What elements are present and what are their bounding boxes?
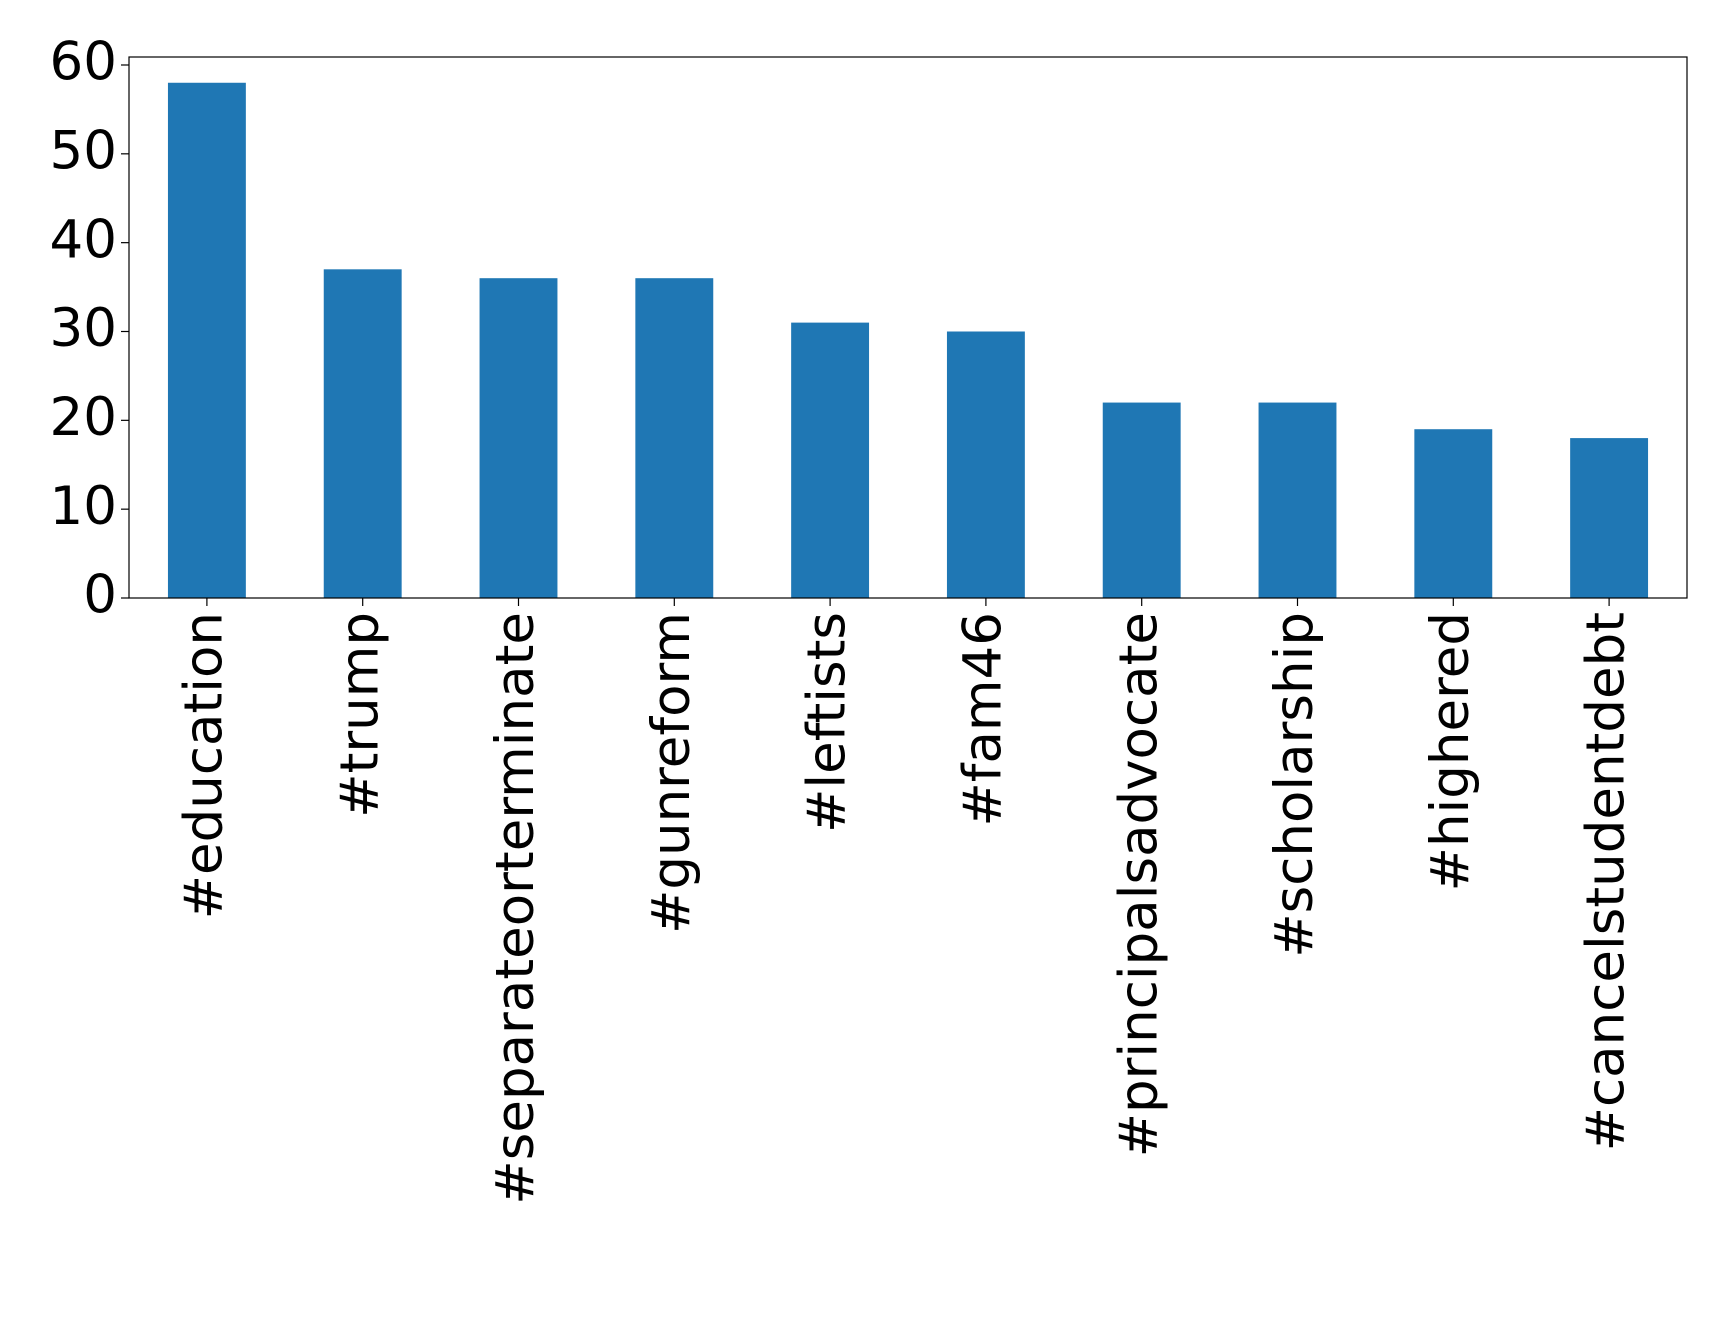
x-tick-label: #separateorterminate	[485, 612, 546, 1205]
x-tick-label: #trump	[329, 612, 390, 818]
y-tick-label: 20	[50, 387, 117, 448]
x-tick-label: #cancelstudentdebt	[1576, 612, 1637, 1151]
x-tick-label: #fam46	[953, 612, 1014, 827]
bar	[323, 269, 402, 598]
x-tick-label: #highered	[1420, 612, 1481, 891]
bar	[1258, 402, 1337, 598]
y-tick-label: 30	[50, 298, 117, 359]
y-tick-label: 0	[83, 565, 117, 626]
bar	[1414, 429, 1493, 598]
x-tick-label: #gunreform	[641, 612, 702, 934]
y-tick-label: 40	[50, 209, 117, 270]
x-tick-label: #education	[174, 612, 235, 919]
bar	[1570, 438, 1649, 598]
bar	[479, 278, 558, 598]
bar	[1102, 402, 1181, 598]
x-tick-label: #scholarship	[1264, 612, 1325, 958]
bar	[946, 331, 1025, 598]
x-tick-label: #leftists	[797, 612, 858, 833]
y-tick-label: 50	[50, 120, 117, 181]
bar	[635, 278, 714, 598]
y-tick-label: 60	[50, 32, 117, 93]
x-tick-label: #principalsadvocate	[1108, 612, 1169, 1157]
bar	[167, 82, 246, 598]
axes-frame	[128, 56, 1688, 599]
y-tick-label: 10	[50, 476, 117, 537]
bar	[791, 322, 870, 598]
